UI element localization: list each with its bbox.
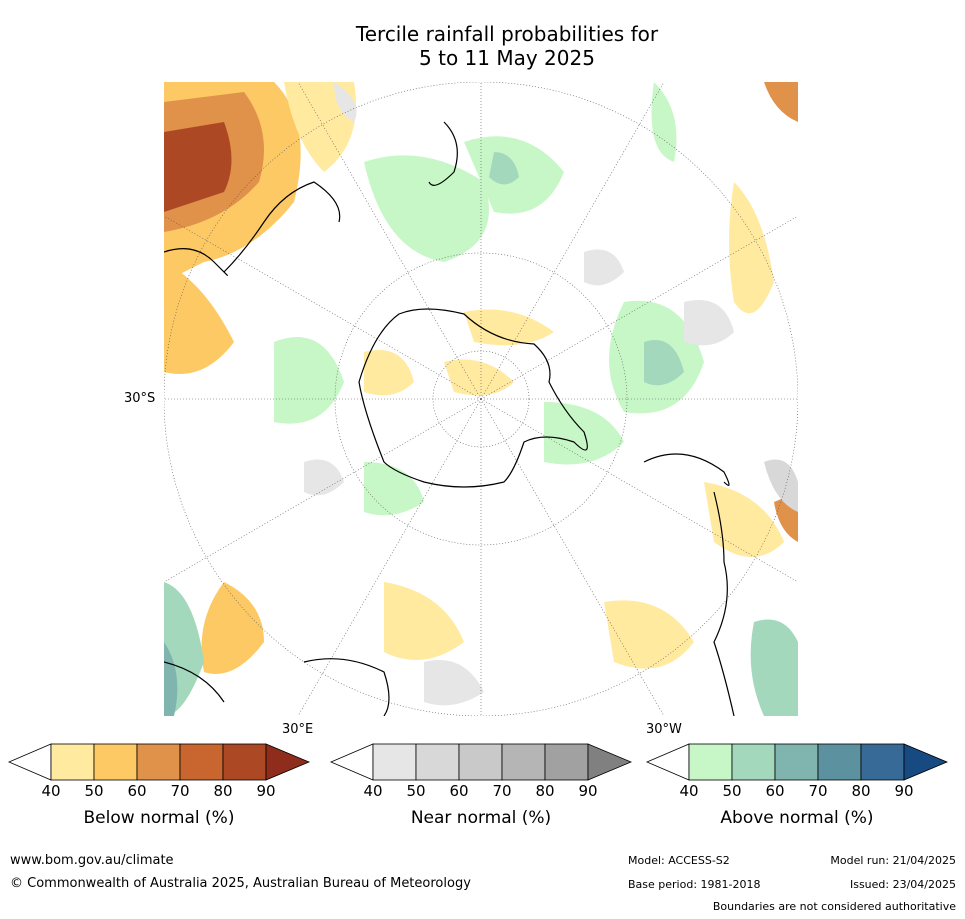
colorbar-segment xyxy=(136,743,181,781)
colorbar-tick-label: 90 xyxy=(256,782,276,800)
colorbar-near-normal xyxy=(330,743,632,781)
footer-website: www.bom.gov.au/climate xyxy=(10,853,174,868)
colorbar-below-normal-label: Below normal (%) xyxy=(83,808,235,828)
coastlines xyxy=(164,121,735,716)
colorbar-segment xyxy=(501,743,546,781)
colorbar-tick-label: 40 xyxy=(363,782,383,800)
colorbar-segment xyxy=(415,743,460,781)
colorbar-segment xyxy=(731,743,776,781)
colorbar-left-arrow xyxy=(646,743,690,781)
colorbar-tick-label: 90 xyxy=(578,782,598,800)
colorbar-below-normal xyxy=(8,743,310,781)
colorbar-right-arrow xyxy=(265,743,310,781)
colorbar-segment xyxy=(222,743,267,781)
map-title-line1: Tercile rainfall probabilities for xyxy=(355,22,659,46)
colorbar-segment xyxy=(93,743,138,781)
colorbar-tick-label: 50 xyxy=(84,782,104,800)
lat-label-30s: 30°S xyxy=(124,391,156,406)
colorbar-above-normal xyxy=(646,743,948,781)
colorbar-tick-label: 60 xyxy=(449,782,469,800)
footer-disclaimer: Boundaries are not considered authoritat… xyxy=(712,900,956,913)
colorbar-tick-label: 70 xyxy=(170,782,190,800)
colorbar-left-arrow xyxy=(8,743,52,781)
map-title-line2: 5 to 11 May 2025 xyxy=(419,46,595,70)
colorbar-right-arrow xyxy=(587,743,632,781)
colorbar-segment xyxy=(179,743,224,781)
colorbar-tick-label: 80 xyxy=(213,782,233,800)
colorbar-left-arrow xyxy=(330,743,374,781)
colorbar-tick-label: 40 xyxy=(679,782,699,800)
colorbar-tick-label: 70 xyxy=(492,782,512,800)
polar-map-svg xyxy=(164,82,798,716)
footer-base-period: Base period: 1981-2018 xyxy=(628,878,761,891)
colorbar-segment xyxy=(817,743,862,781)
colorbar-tick-label: 50 xyxy=(406,782,426,800)
graticule xyxy=(164,82,798,716)
footer-model-run: Model run: 21/04/2025 xyxy=(830,854,956,867)
colorbar-tick-label: 80 xyxy=(535,782,555,800)
colorbar-tick-label: 70 xyxy=(808,782,828,800)
colorbar-near-normal-label: Near normal (%) xyxy=(410,808,552,828)
lon-label-30w: 30°W xyxy=(646,722,682,737)
colorbar-segment xyxy=(860,743,905,781)
above-normal-areas xyxy=(164,82,798,716)
colorbar-segment xyxy=(544,743,589,781)
colorbar-segment xyxy=(50,743,95,781)
colorbar-segment xyxy=(458,743,503,781)
colorbar-tick-label: 60 xyxy=(765,782,785,800)
footer-issued: Issued: 23/04/2025 xyxy=(849,878,956,891)
colorbar-segment xyxy=(372,743,417,781)
colorbar-tick-label: 40 xyxy=(41,782,61,800)
lon-label-30e: 30°E xyxy=(282,722,314,737)
colorbar-tick-label: 60 xyxy=(127,782,147,800)
colorbar-tick-label: 90 xyxy=(894,782,914,800)
polar-map xyxy=(164,82,798,716)
footer-model: Model: ACCESS-S2 xyxy=(628,854,730,867)
colorbar-above-normal-label: Above normal (%) xyxy=(720,808,874,828)
colorbar-tick-label: 80 xyxy=(851,782,871,800)
footer-copyright: © Commonwealth of Australia 2025, Austra… xyxy=(10,876,471,891)
colorbar-right-arrow xyxy=(903,743,948,781)
colorbar-segment xyxy=(774,743,819,781)
near-normal-areas xyxy=(304,82,798,706)
colorbar-segment xyxy=(688,743,733,781)
colorbar-tick-label: 50 xyxy=(722,782,742,800)
